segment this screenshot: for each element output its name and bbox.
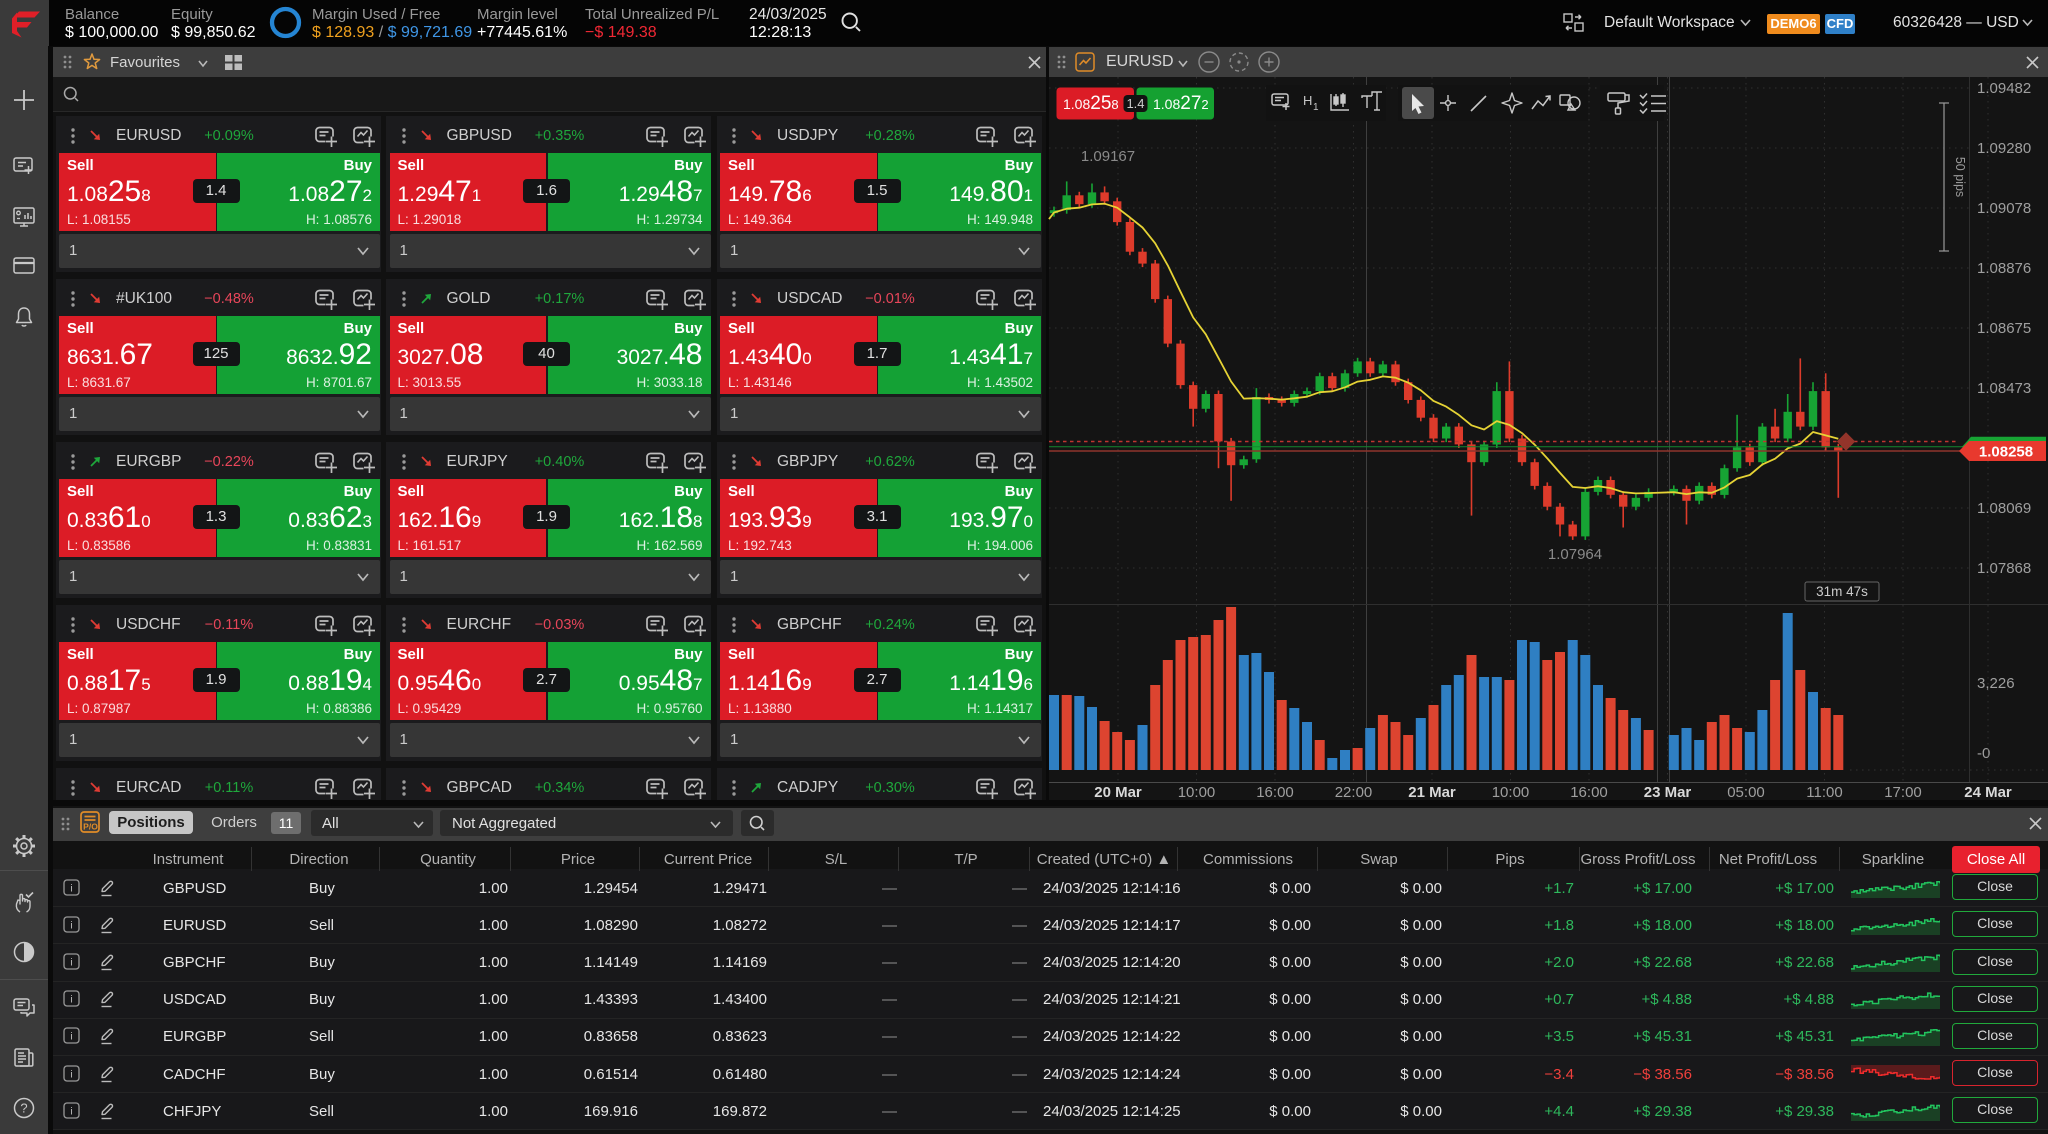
svg-text:1.08473: 1.08473 xyxy=(1977,380,2031,397)
svg-text:17:00: 17:00 xyxy=(1884,784,1922,801)
svg-text:20 Mar: 20 Mar xyxy=(1094,784,1142,801)
svg-text:i: i xyxy=(70,994,72,1006)
svg-text:10:00: 10:00 xyxy=(1178,784,1216,801)
svg-text:16:00: 16:00 xyxy=(1570,784,1608,801)
svg-text:i: i xyxy=(70,1031,72,1043)
svg-text:1.08272: 1.08272 xyxy=(1153,93,1209,114)
svg-text:P/O: P/O xyxy=(83,822,98,832)
svg-text:11:00: 11:00 xyxy=(1806,784,1842,801)
svg-text:i: i xyxy=(70,957,72,969)
svg-text:1.09482: 1.09482 xyxy=(1977,80,2031,97)
svg-text:i: i xyxy=(70,882,72,894)
svg-text:05:00: 05:00 xyxy=(1727,784,1765,801)
svg-text:1.08675: 1.08675 xyxy=(1977,320,2031,337)
svg-text:10:00: 10:00 xyxy=(1492,784,1530,801)
svg-text:?: ? xyxy=(20,1101,27,1116)
svg-text:1.07964: 1.07964 xyxy=(1548,546,1602,563)
svg-text:1.08069: 1.08069 xyxy=(1977,500,2031,517)
svg-text:i: i xyxy=(70,919,72,931)
svg-text:1.09280: 1.09280 xyxy=(1977,140,2031,157)
svg-text:1.09078: 1.09078 xyxy=(1977,200,2031,217)
svg-text:i: i xyxy=(70,1105,72,1117)
svg-text:23 Mar: 23 Mar xyxy=(1644,784,1692,801)
svg-text:3,226: 3,226 xyxy=(1977,675,2015,692)
svg-text:24 Mar: 24 Mar xyxy=(1964,784,2012,801)
svg-text:1.09167: 1.09167 xyxy=(1081,148,1135,165)
svg-text:H: H xyxy=(1303,93,1312,108)
svg-text:1.08258: 1.08258 xyxy=(1063,93,1119,114)
svg-text:50 pips: 50 pips xyxy=(1953,157,1967,197)
svg-text:21 Mar: 21 Mar xyxy=(1408,784,1456,801)
svg-text:1.07868: 1.07868 xyxy=(1977,560,2031,577)
svg-text:31m 47s: 31m 47s xyxy=(1816,584,1868,599)
svg-text:1.08258: 1.08258 xyxy=(1979,444,2033,461)
svg-text:22:00: 22:00 xyxy=(1335,784,1373,801)
svg-text:-0: -0 xyxy=(1977,745,1990,762)
svg-text:16:00: 16:00 xyxy=(1256,784,1294,801)
svg-text:1.08876: 1.08876 xyxy=(1977,260,2031,277)
svg-text:1: 1 xyxy=(1313,102,1319,113)
svg-text:1.4: 1.4 xyxy=(1126,96,1144,111)
svg-text:i: i xyxy=(70,1068,72,1080)
